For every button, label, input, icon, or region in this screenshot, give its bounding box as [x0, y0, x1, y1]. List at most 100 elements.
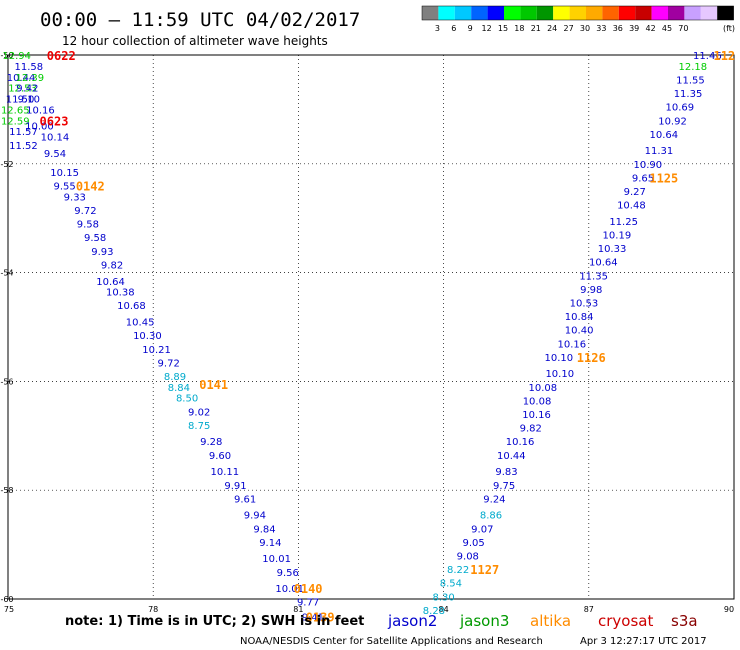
swh-value-label: 9.27: [624, 187, 646, 198]
swh-value-label: 8.84: [168, 383, 190, 394]
pass-time-label: 1127: [470, 563, 499, 577]
pass-time-label: 1125: [649, 171, 678, 185]
colorbar-label: 21: [531, 24, 541, 33]
colorbar-label: 45: [662, 24, 672, 33]
x-tick-label: 90: [724, 605, 734, 614]
swh-value-label: 9.84: [253, 524, 275, 535]
colorbar-swatch: [520, 6, 537, 20]
pass-time-label: 0141: [199, 378, 228, 392]
x-tick-label: 87: [584, 605, 594, 614]
colorbar-swatch: [684, 6, 701, 20]
swh-value-label: 10.90: [634, 160, 663, 171]
colorbar-label: 27: [564, 24, 574, 33]
colorbar-swatch: [618, 6, 636, 20]
footer-credit: NOAA/NESDIS Center for Satellite Applica…: [240, 636, 543, 647]
swh-value-label: 9.61: [234, 494, 256, 505]
swh-value-label: 10.10: [545, 369, 574, 380]
colorbar-swatch: [438, 6, 455, 20]
swh-value-label: 11.57: [9, 127, 38, 138]
swh-value-label: 11.55: [676, 75, 705, 86]
colorbar-swatch: [487, 6, 504, 20]
swh-value-label: 9.42: [16, 84, 38, 95]
colorbar-label: 9: [468, 24, 473, 33]
y-tick-label: -54: [0, 269, 13, 278]
colorbar-swatch: [536, 6, 554, 20]
swh-value-label: 10.44: [7, 73, 36, 84]
colorbar-unit: (ft): [723, 24, 735, 33]
x-tick-label: 81: [293, 605, 303, 614]
swh-value-label: 10.14: [41, 133, 70, 144]
swh-value-label: 9.41: [302, 612, 324, 623]
swh-value-label: 9.75: [493, 481, 515, 492]
swh-value-label: 9.93: [91, 247, 113, 258]
colorbar-label: 30: [580, 24, 590, 33]
swh-value-label: 8.75: [188, 421, 210, 432]
swh-value-label: 10.84: [565, 312, 594, 323]
colorbar-label: 3: [435, 24, 440, 33]
swh-value-label: 9.24: [483, 494, 505, 505]
colorbar-label: 24: [547, 24, 557, 33]
y-tick-label: -58: [0, 486, 13, 495]
mission-legend-item: s3a: [671, 612, 698, 630]
swh-value-label: 10.01: [275, 584, 304, 595]
swh-value-label: 10.69: [665, 103, 694, 114]
y-tick-label: -56: [0, 377, 13, 386]
swh-value-label: 10.16: [522, 410, 551, 421]
colorbar-swatch: [504, 6, 521, 20]
swh-value-label: 10.92: [658, 116, 687, 127]
colorbar-label: 39: [629, 24, 639, 33]
swh-value-label: 8.22: [447, 565, 469, 576]
mission-legend-item: altika: [530, 612, 571, 630]
swh-value-label: 9.65: [632, 173, 654, 184]
pass-time-labels: 0622 0623 0142 0141 0140 0139 1127 1126 1125 112: [40, 49, 736, 624]
swh-value-label: 9.83: [495, 467, 517, 478]
colorbar-swatch: [471, 6, 488, 20]
swh-value-label: 8.89: [164, 372, 186, 383]
swh-value-label: 10.16: [558, 339, 587, 350]
colorbar-swatch: [668, 6, 685, 20]
colorbar-swatch: [717, 6, 734, 20]
colorbar-swatch: [651, 6, 668, 20]
colorbar-swatch: [569, 6, 586, 20]
colorbar-label: 6: [451, 24, 456, 33]
swh-value-label: 10.64: [96, 277, 125, 288]
swh-value-label: 12.53: [8, 84, 37, 95]
swh-value-label: 11.46: [693, 51, 722, 62]
swh-value-label: 8.54: [440, 579, 462, 590]
chart-title: 00:00 – 11:59 UTC 04/02/2017: [40, 9, 360, 31]
swh-value-label: 10.68: [117, 301, 146, 312]
mission-legend-item: jason3: [459, 612, 509, 630]
swh-value-label: 10.01: [262, 554, 291, 565]
swh-value-label: 10.53: [570, 299, 599, 310]
swh-value-label: 11.58: [14, 62, 43, 73]
mission-legend-item: cryosat: [598, 612, 653, 630]
colorbar-label: 15: [498, 24, 508, 33]
swh-value-label: 10.08: [523, 396, 552, 407]
swh-value-label: 10.30: [133, 331, 162, 342]
swh-value-label: 9.55: [53, 182, 75, 193]
x-tick-label: 78: [148, 605, 158, 614]
swh-value-label: 9.72: [158, 358, 180, 369]
swh-value-label: 9.10: [18, 95, 40, 106]
swh-value-label: 9.28: [200, 437, 222, 448]
pass-time-label: 0622: [47, 49, 76, 63]
swh-value-label: 10.40: [565, 326, 594, 337]
colorbar-swatch: [586, 6, 603, 20]
swh-value-label: 10.08: [528, 383, 557, 394]
swh-value-label: 10.38: [106, 288, 135, 299]
swh-value-label: 9.77: [297, 598, 319, 609]
colorbar-swatch: [454, 6, 472, 20]
swh-value-label: 9.08: [457, 551, 479, 562]
swh-value-label: 9.60: [209, 451, 231, 462]
swh-value-label: 10.00: [25, 122, 54, 133]
swh-value-label: 8.86: [480, 511, 502, 522]
swh-value-label: 9.33: [64, 192, 86, 203]
swh-value-label: 10.16: [506, 437, 535, 448]
swh-value-label: 12.65: [1, 105, 30, 116]
swh-value-label: 9.82: [101, 260, 123, 271]
swh-value-label: 11.35: [579, 271, 608, 282]
colorbar-label: 33: [596, 24, 606, 33]
wave-height-values: 12.9411.5810.4412.3912.539.4211.509.1012…: [1, 51, 722, 623]
swh-value-label: 10.11: [211, 467, 240, 478]
swh-value-label: 12.59: [1, 116, 30, 127]
